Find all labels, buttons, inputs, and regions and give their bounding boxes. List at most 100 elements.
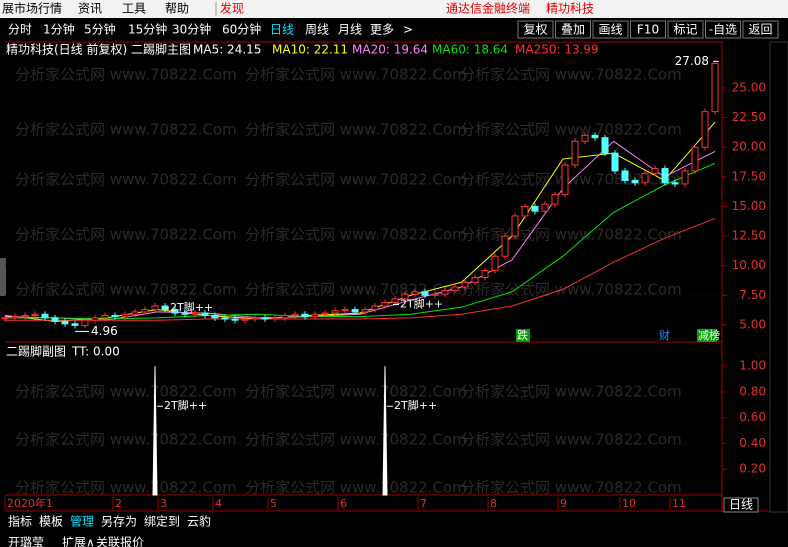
candle [341, 309, 349, 312]
y-tick-label: 20.00 [732, 140, 766, 154]
signal-label: 2T脚++ [394, 398, 437, 412]
candle [241, 318, 249, 321]
price-annotation: 27.08 [675, 54, 709, 68]
candle [541, 203, 549, 212]
y-tick-label: 0.60 [739, 410, 766, 424]
bottom-tab[interactable]: 另存为 [101, 515, 137, 529]
toolbar-button-label[interactable]: 复权 [523, 23, 547, 37]
bottom-tab[interactable]: 绑定到 [144, 514, 180, 529]
period-box-label[interactable]: 日线 [729, 498, 753, 512]
event-marker-label[interactable]: 减榜 [698, 328, 720, 342]
candle [81, 319, 89, 326]
period-tab[interactable]: 60分钟 [222, 22, 261, 37]
candle [261, 317, 269, 320]
event-marker[interactable] [697, 329, 717, 342]
status-item[interactable]: 扩展∧ [62, 536, 95, 547]
period-tab[interactable]: 5分钟 [84, 22, 116, 37]
candle [701, 111, 709, 148]
watermark: 分析家公式网 www.70822.Com [15, 171, 237, 189]
toolbar-button-label[interactable]: F10 [637, 23, 659, 37]
period-tab[interactable]: 30分钟 [172, 22, 211, 37]
candle [471, 277, 479, 283]
period-tab[interactable]: > [403, 23, 413, 37]
app-title: 通达信金融终端 [446, 1, 530, 16]
bottom-tab[interactable]: 管理 [70, 514, 94, 529]
candle [181, 312, 189, 315]
candle [501, 235, 509, 257]
candle [391, 298, 399, 303]
signal-label: 2T脚++ [164, 398, 207, 412]
watermark: 分析家公式网 www.70822.Com [460, 479, 682, 497]
period-tab[interactable]: 更多 [370, 23, 394, 37]
candle [651, 168, 659, 174]
period-tab[interactable]: 月线 [338, 23, 362, 37]
event-marker-label[interactable]: 财 [659, 328, 670, 342]
toolbar-button-label[interactable]: 画线 [598, 23, 622, 37]
event-marker[interactable] [516, 329, 530, 342]
period-tab[interactable]: 1分钟 [43, 22, 75, 37]
watermark: 分析家公式网 www.70822.Com [460, 281, 682, 299]
toolbar-button[interactable] [705, 20, 741, 39]
candle [481, 269, 489, 279]
event-marker-label[interactable]: 跌 [517, 328, 528, 342]
watermark: 分析家公式网 www.70822.Com [15, 66, 237, 84]
bottom-tab[interactable]: 云豹 [187, 514, 211, 529]
candle [251, 317, 259, 320]
watermark: 分析家公式网 www.70822.Com [15, 226, 237, 244]
bottom-tab[interactable]: 模板 [39, 515, 63, 529]
watermark: 分析家公式网 www.70822.Com [460, 383, 682, 401]
period-tab[interactable]: 周线 [305, 23, 329, 37]
toolbar-button[interactable] [592, 20, 629, 39]
candle [591, 134, 599, 139]
candle [191, 312, 199, 315]
side-handle[interactable] [0, 258, 6, 296]
period-tab[interactable]: 分时 [8, 23, 32, 37]
toolbar-button-label[interactable]: -自选 [709, 23, 737, 37]
toolbar-button-label[interactable]: 标记 [673, 23, 697, 37]
menu-item[interactable]: 工具 [122, 2, 146, 16]
watermark: 分析家公式网 www.70822.Com [245, 66, 467, 84]
status-item[interactable]: 关联报价 [96, 535, 144, 547]
watermark: 分析家公式网 www.70822.Com [15, 479, 237, 497]
candle [411, 291, 419, 295]
y-tick-label: 7.50 [739, 288, 766, 302]
bottom-tab[interactable]: 指标 [8, 514, 32, 529]
period-box[interactable] [723, 497, 759, 513]
status-item[interactable]: 开璐莹 [8, 536, 44, 547]
candle [41, 313, 49, 319]
toolbar-button-label[interactable]: 叠加 [561, 23, 585, 37]
toolbar-button-label[interactable]: 返回 [748, 23, 772, 37]
watermark: 分析家公式网 www.70822.Com [15, 281, 237, 299]
toolbar-button[interactable] [517, 20, 554, 39]
date-label: 5 [270, 497, 277, 510]
candle [331, 310, 339, 314]
date-label: 6 [340, 497, 347, 510]
watermark: 分析家公式网 www.70822.Com [15, 431, 237, 449]
candle [211, 314, 219, 319]
toolbar-button[interactable] [667, 20, 704, 39]
toolbar-button[interactable] [742, 20, 779, 39]
y-tick-label: 22.50 [732, 110, 766, 124]
menu-item[interactable]: 帮助 [165, 2, 189, 16]
date-label: 7 [420, 497, 427, 510]
menu-item[interactable]: 展市场行情 [2, 1, 62, 16]
toolbar-button[interactable] [555, 20, 591, 39]
watermark: 分析家公式网 www.70822.Com [245, 431, 467, 449]
candle [661, 168, 669, 184]
candle [311, 313, 319, 318]
candle [511, 215, 519, 237]
menu-item[interactable]: 资讯 [78, 2, 102, 16]
period-tab[interactable]: 日线 [270, 23, 294, 37]
period-tab[interactable]: 15分钟 [128, 22, 167, 37]
y-tick-label: 5.00 [739, 317, 766, 331]
candle [201, 312, 209, 316]
price-annotation: 4.96 [91, 324, 118, 338]
candle [641, 172, 649, 184]
event-marker[interactable] [658, 329, 672, 342]
menu-item[interactable]: 发现 [220, 1, 244, 16]
candle [521, 205, 529, 217]
watermark: 分析家公式网 www.70822.Com [245, 226, 467, 244]
candle [321, 312, 329, 315]
toolbar-button[interactable] [630, 20, 666, 39]
